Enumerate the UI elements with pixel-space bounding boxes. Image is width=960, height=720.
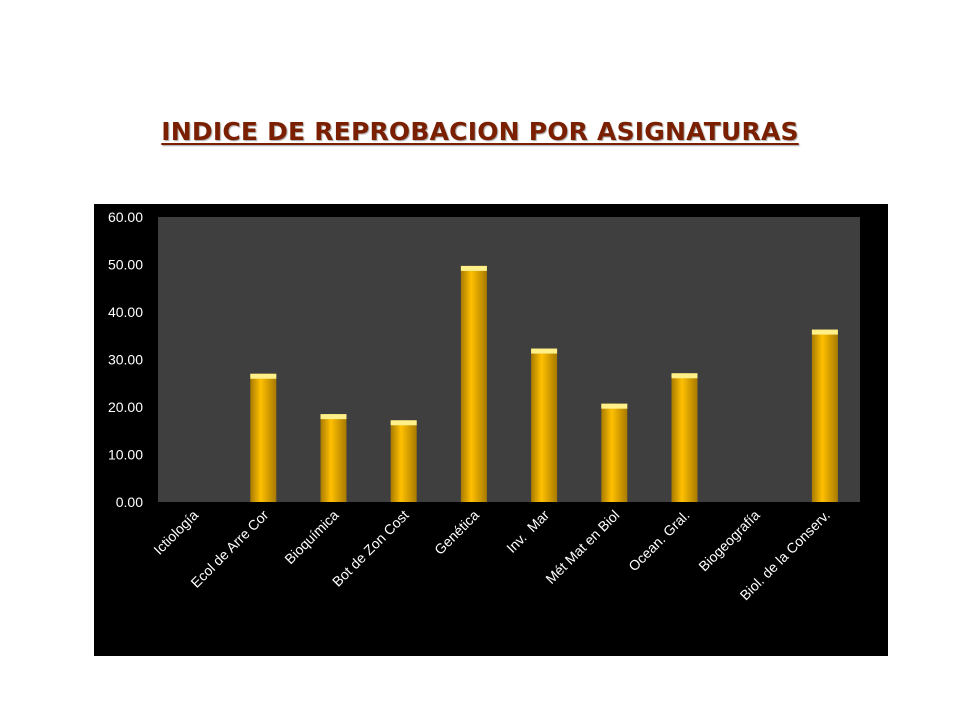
x-tick-label: Genética — [431, 507, 482, 558]
y-tick-label: 10.00 — [108, 447, 143, 463]
bar — [460, 265, 487, 502]
chart-canvas: 0.00 10.00 20.00 30.00 40.00 50.00 60.00 Ictio… — [108, 209, 860, 604]
x-tick-label: Bot de Zon Cost — [329, 507, 412, 590]
x-tick-label: Mét Mat en Biol — [542, 507, 622, 587]
y-tick-label: 50.00 — [108, 257, 143, 273]
bar — [390, 420, 417, 502]
bar-highlight — [811, 329, 838, 335]
bar-highlight — [320, 414, 347, 420]
bar-highlight — [460, 265, 487, 271]
page-title: INDICE DE REPROBACION POR ASIGNATURAS — [161, 117, 799, 146]
y-tick-label: 60.00 — [108, 209, 143, 225]
bar — [671, 373, 698, 502]
bar — [601, 403, 628, 502]
y-tick-label: 0.00 — [116, 494, 143, 510]
bar — [811, 329, 838, 502]
bar-chart: 0.00 10.00 20.00 30.00 40.00 50.00 60.00 Ictio… — [94, 204, 888, 656]
bar-highlight — [390, 420, 417, 426]
bar — [320, 414, 347, 502]
bar-highlight — [531, 348, 558, 354]
x-tick-label: Bioquímica — [281, 507, 341, 567]
bars — [250, 265, 838, 502]
bar — [250, 373, 277, 502]
bar — [531, 348, 558, 502]
bar-highlight — [250, 373, 277, 379]
bar-highlight — [671, 373, 698, 379]
x-tick-label: Ictiología — [150, 507, 201, 558]
bar-highlight — [601, 403, 628, 409]
y-tick-label: 30.00 — [108, 352, 143, 368]
x-tick-label: Biogeografía — [695, 507, 763, 575]
x-tick-label: Ocean. Gral. — [625, 507, 692, 574]
x-tick-label: Inv. Mar — [503, 507, 552, 556]
y-tick-label: 20.00 — [108, 399, 143, 415]
y-tick-label: 40.00 — [108, 304, 143, 320]
y-axis-tick-labels: 0.00 10.00 20.00 30.00 40.00 50.00 60.00 — [108, 209, 143, 510]
